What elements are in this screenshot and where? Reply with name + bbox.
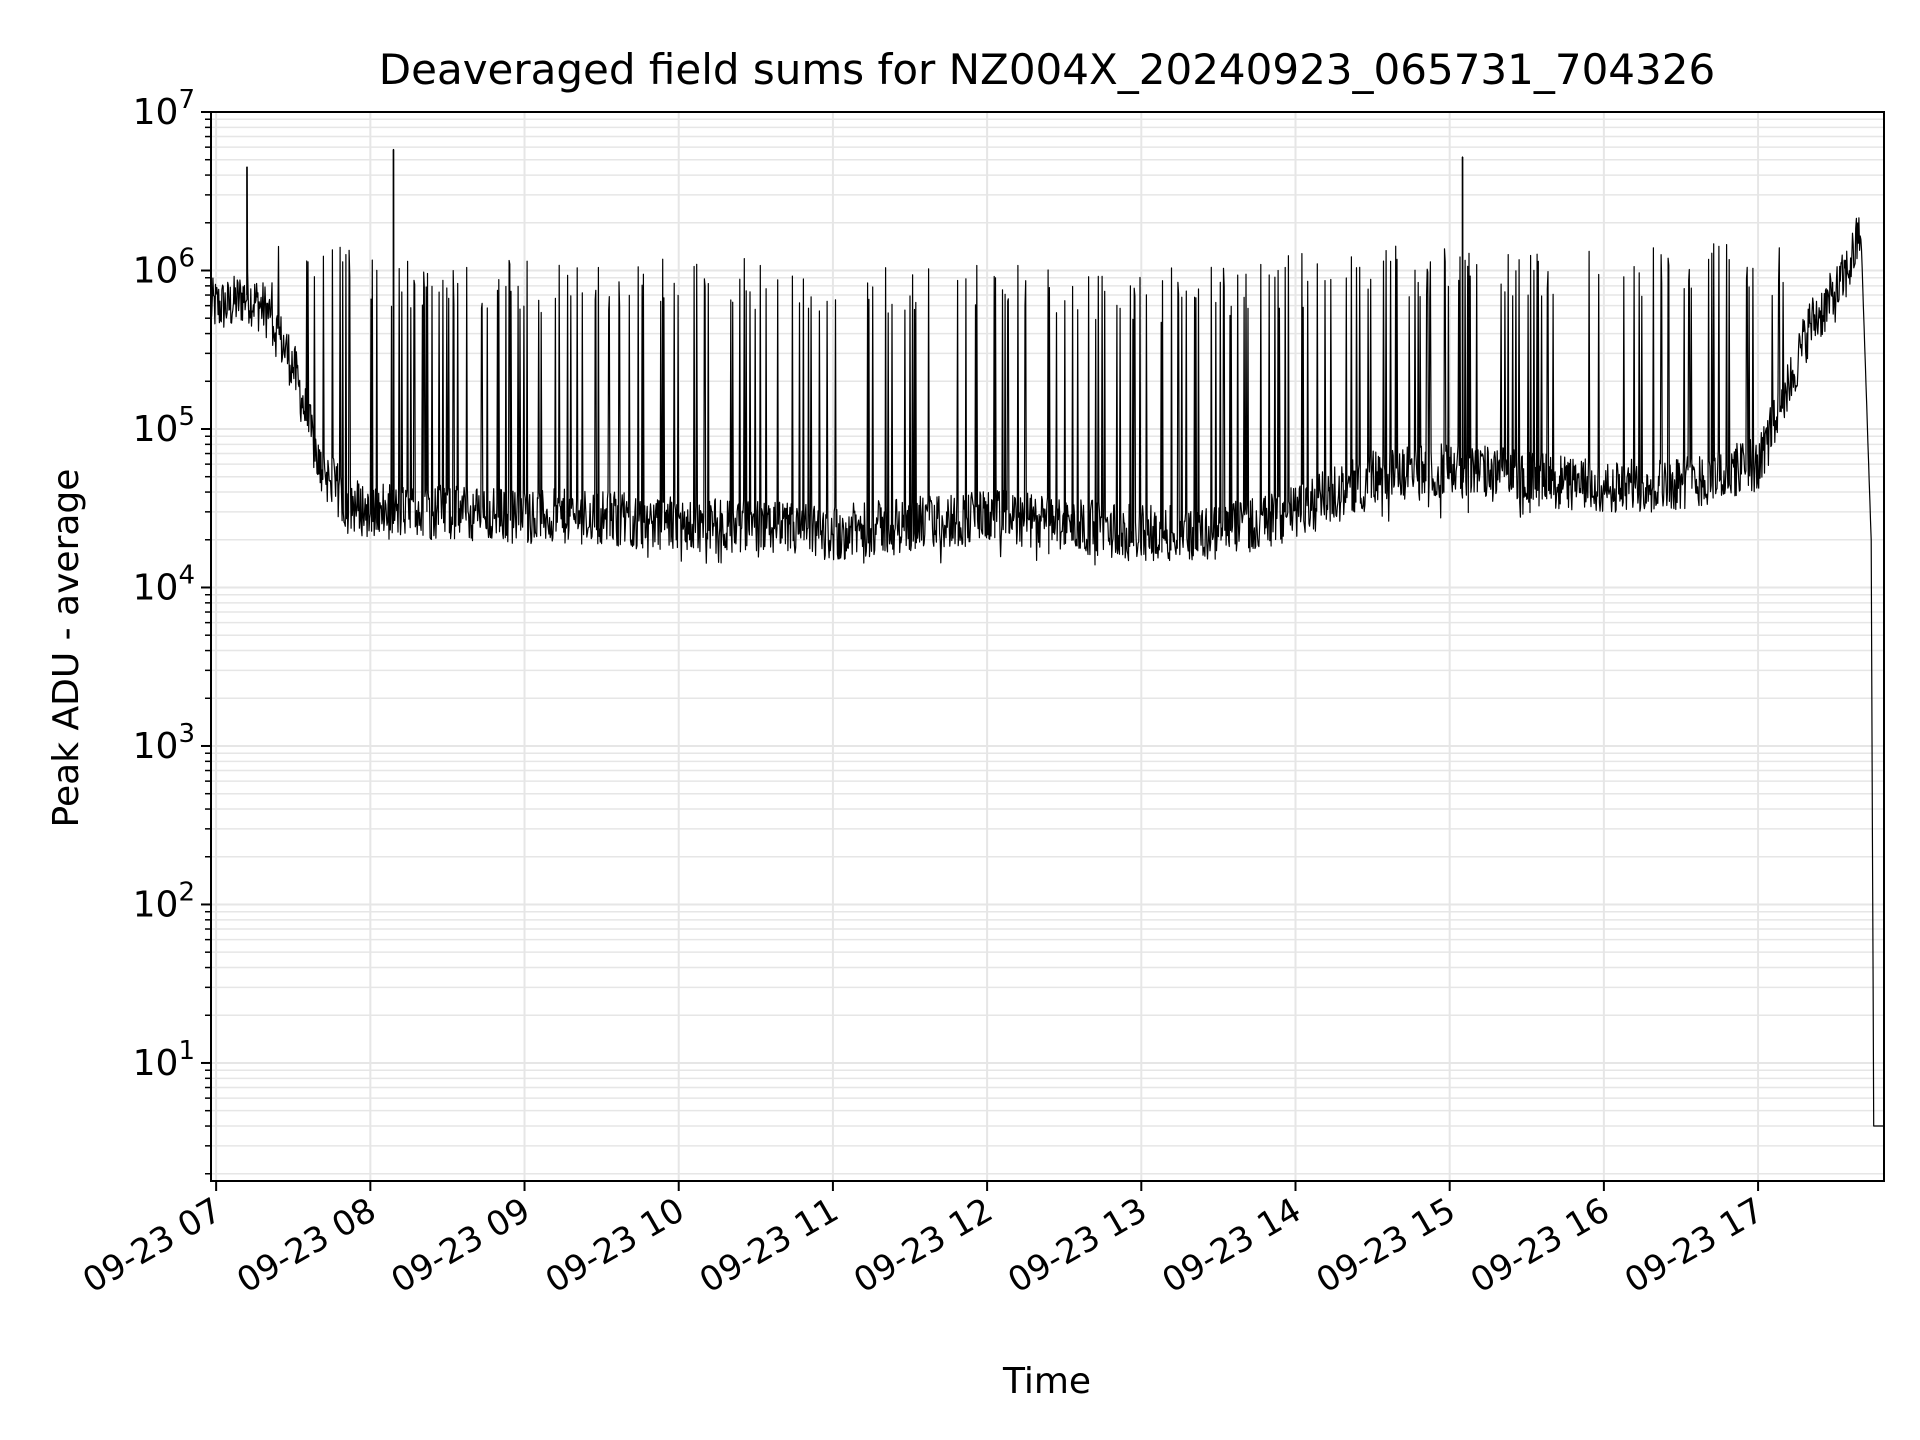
x-tick-label: 09-23 09 (385, 1190, 537, 1301)
x-axis: 09-23 07 09-23 08 09-23 09 09-23 10 09-23 11… (76, 1181, 1771, 1301)
x-tick-label: 09-23 10 (539, 1190, 691, 1301)
y-tick-label: 101 (133, 1036, 195, 1084)
y-axis-label: Peak ADU - average (46, 469, 87, 828)
x-tick-label: 09-23 17 (1618, 1190, 1770, 1301)
y-tick-label: 107 (133, 85, 195, 133)
x-axis-label: Time (1002, 1361, 1091, 1402)
x-tick-label: 09-23 12 (847, 1190, 999, 1301)
y-tick-label: 102 (133, 877, 195, 925)
y-tick-label: 105 (133, 402, 195, 450)
x-tick-label: 09-23 11 (693, 1190, 845, 1301)
data-layer (210, 148, 1884, 1127)
y-tick-label: 106 (133, 243, 195, 291)
plot-frame (210, 111, 1885, 1182)
x-tick-label: 09-23 14 (1156, 1190, 1308, 1301)
y-axis: 101 102 103 104 105 106 107 (133, 85, 211, 1175)
chart-title: Deaveraged field sums for NZ004X_2024092… (379, 45, 1715, 94)
series-line (210, 148, 1884, 1127)
y-tick-label: 104 (133, 560, 195, 608)
x-tick-label: 09-23 08 (230, 1190, 382, 1301)
x-tick-label: 09-23 16 (1464, 1190, 1616, 1301)
x-tick-label: 09-23 07 (76, 1190, 228, 1301)
y-tick-label: 103 (133, 719, 195, 767)
grid-lines (211, 111, 1884, 1181)
x-tick-label: 09-23 15 (1310, 1190, 1462, 1301)
x-tick-label: 09-23 13 (1001, 1190, 1153, 1301)
